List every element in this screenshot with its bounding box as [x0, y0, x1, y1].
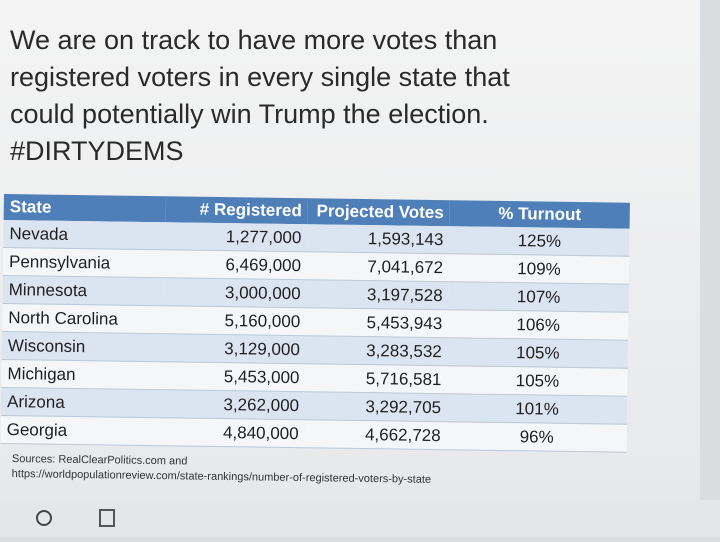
table-cell: Minnesota	[2, 275, 165, 306]
table-cell: 96%	[446, 421, 627, 453]
post-line: could potentially win Trump the election…	[10, 99, 489, 129]
table-cell: Arizona	[0, 387, 164, 418]
table-cell: 106%	[448, 309, 629, 341]
column-header: # Registered	[165, 196, 308, 225]
table-cell: 3,197,528	[306, 279, 449, 310]
table-cell: 3,292,705	[304, 391, 448, 422]
table-cell: 5,453,000	[163, 361, 306, 392]
column-header: Projected Votes	[307, 198, 450, 227]
table-cell: North Carolina	[2, 303, 165, 334]
table-cell: 4,662,728	[304, 419, 447, 450]
column-header: % Turnout	[449, 200, 630, 229]
table-cell: 3,283,532	[305, 335, 449, 366]
table-cell: 5,160,000	[164, 305, 307, 336]
start-button[interactable]	[36, 510, 52, 526]
table-cell: 4,840,000	[162, 417, 305, 448]
table-cell: 105%	[447, 365, 628, 397]
sources: Sources: RealClearPolitics.com and https:…	[12, 452, 432, 488]
table-cell: 107%	[448, 281, 629, 313]
table-cell: 3,129,000	[163, 333, 307, 364]
table-cell: 7,041,672	[306, 251, 450, 282]
taskbar	[0, 500, 720, 537]
table-body: Nevada 1,277,000 1,593,143 125% Pennsylvania…	[0, 219, 630, 453]
table-cell: 3,262,000	[162, 389, 306, 420]
table-cell: 5,716,581	[305, 363, 448, 394]
table-cell: Pennsylvania	[2, 247, 166, 278]
table-cell: Georgia	[0, 415, 163, 446]
table-cell: 109%	[448, 253, 630, 285]
table-cell: 1,593,143	[307, 224, 450, 254]
post-line: #DIRTYDEMS	[10, 136, 184, 166]
table-cell: 125%	[449, 226, 630, 257]
post-line: We are on track to have more votes than	[10, 25, 498, 55]
table-cell: 6,469,000	[164, 249, 308, 280]
post-line: registered voters in every single state …	[10, 62, 510, 92]
turnout-table: State # Registered Projected Votes% Turnou…	[0, 194, 630, 453]
table-cell: 105%	[447, 337, 629, 369]
table-cell: 101%	[446, 393, 628, 425]
table-cell: Michigan	[1, 359, 164, 390]
table-cell: 1,277,000	[165, 222, 308, 252]
taskbar-icons	[36, 509, 115, 527]
screen: We are on track to have more votes than r…	[0, 0, 700, 510]
table-cell: Nevada	[3, 219, 166, 250]
table-cell: 3,000,000	[164, 277, 307, 308]
column-header: State	[3, 194, 166, 223]
table-cell: Wisconsin	[1, 331, 165, 362]
task-view-button[interactable]	[99, 509, 115, 527]
table-cell: 5,453,943	[306, 307, 449, 338]
post-text: We are on track to have more votes than r…	[10, 22, 510, 170]
